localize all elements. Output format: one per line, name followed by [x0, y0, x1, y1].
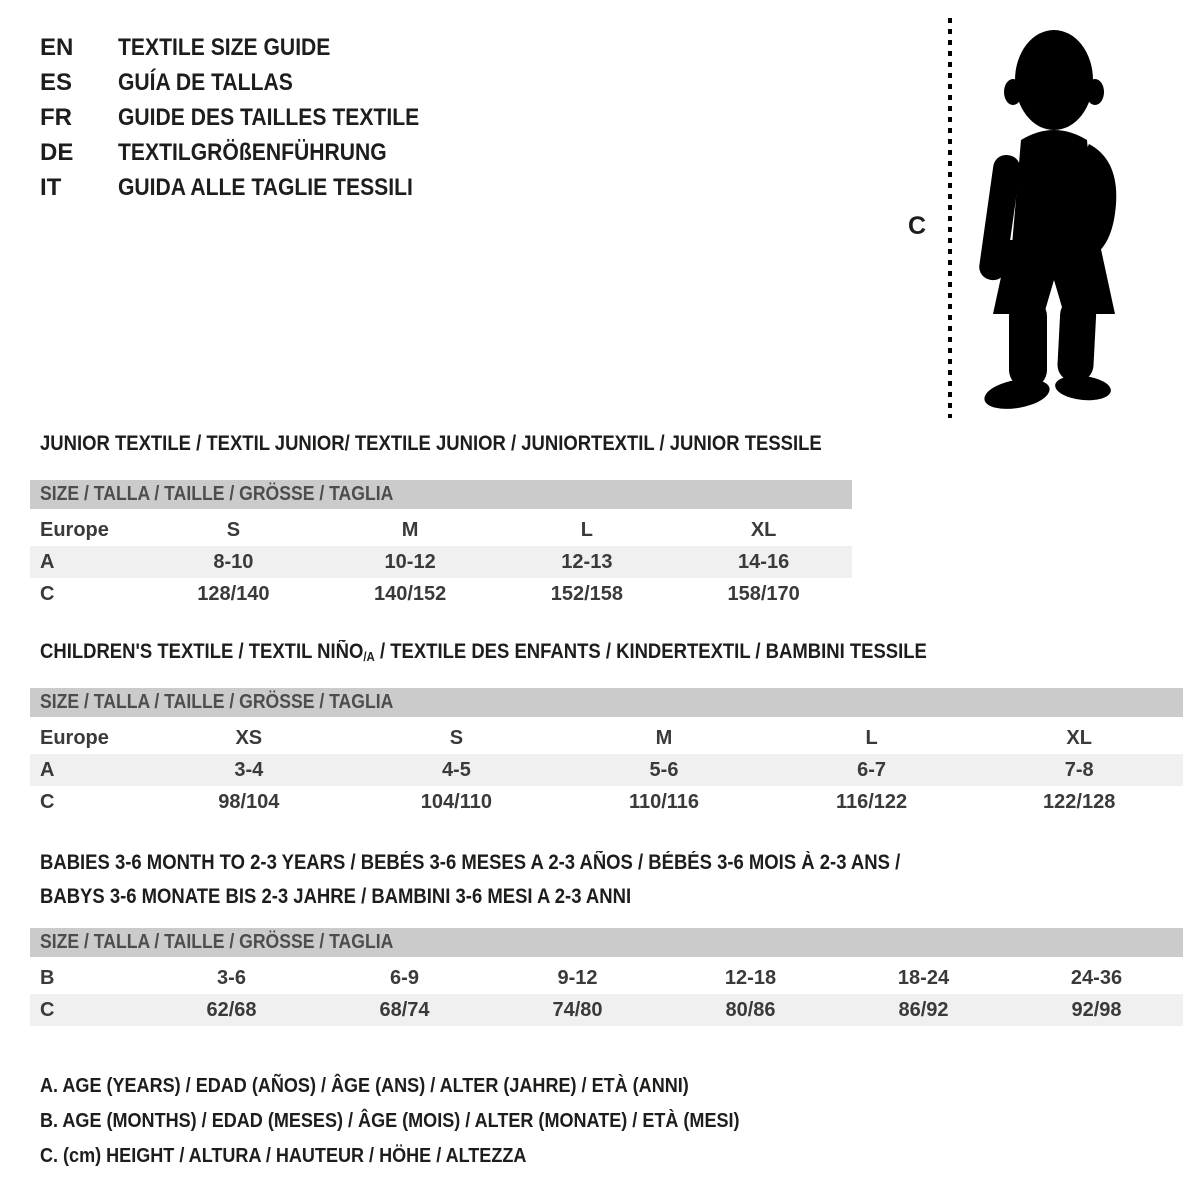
table-cell: L — [580, 518, 593, 541]
title-subscript: /A — [363, 649, 375, 664]
guide-title: TEXTILGRÖßENFÜHRUNG — [118, 138, 387, 166]
table-cell: 6-9 — [390, 966, 419, 989]
table-cell: 74/80 — [552, 998, 603, 1021]
table-cell: 5-6 — [649, 758, 679, 781]
height-measure-dashed-line — [948, 18, 952, 418]
table-row: A 3-4 4-5 5-6 6-7 7-8 — [30, 754, 1183, 786]
table-cell: 80/86 — [725, 998, 776, 1021]
table-cell: 86/92 — [898, 998, 949, 1021]
legend-line-c: C. (cm) HEIGHT / ALTURA / HAUTEUR / HÖHE… — [40, 1144, 527, 1167]
table-cell: 18-24 — [897, 966, 950, 989]
legend-line-b: B. AGE (MONTHS) / EDAD (MESES) / ÂGE (MO… — [40, 1109, 740, 1132]
babies-section-title: BABIES 3-6 MONTH TO 2-3 YEARS / BEBÉS 3-… — [40, 846, 900, 914]
table-cell: 12-13 — [561, 550, 613, 573]
language-row: EN TEXTILE SIZE GUIDE — [40, 30, 460, 65]
table-cell: S — [226, 518, 241, 541]
table-cell: 92/98 — [1071, 998, 1122, 1021]
table-row: C 62/68 68/74 74/80 80/86 86/92 92/98 — [30, 994, 1183, 1026]
table-cell: 116/122 — [835, 790, 908, 813]
table-cell: 9-12 — [557, 966, 598, 989]
table-cell: 158/170 — [727, 582, 800, 605]
table-cell: 8-10 — [213, 550, 254, 573]
table-cell: 7-8 — [1064, 758, 1094, 781]
row-label: A — [40, 550, 55, 573]
size-header-bar: SIZE / TALLA / TAILLE / GRÖSSE / TAGLIA — [30, 480, 852, 509]
table-cell: 110/116 — [628, 790, 700, 813]
toddler-silhouette-icon — [979, 30, 1117, 409]
table-row: A 8-10 10-12 12-13 14-16 — [30, 546, 852, 578]
table-cell: 140/152 — [373, 582, 447, 605]
table-row: Europe S M L XL — [30, 514, 852, 546]
junior-section-title: JUNIOR TEXTILE / TEXTIL JUNIOR/ TEXTILE … — [40, 432, 822, 455]
table-cell: M — [401, 518, 419, 541]
title-text: / TEXTILE DES ENFANTS / KINDERTEXTIL / B… — [374, 640, 927, 663]
babies-size-table: SIZE / TALLA / TAILLE / GRÖSSE / TAGLIA … — [30, 928, 1183, 1026]
table-cell: 62/68 — [206, 998, 257, 1021]
table-cell: 3-6 — [217, 966, 246, 989]
size-header-bar: SIZE / TALLA / TAILLE / GRÖSSE / TAGLIA — [30, 688, 1183, 717]
guide-title: GUÍA DE TALLAS — [118, 68, 293, 96]
title-line: BABIES 3-6 MONTH TO 2-3 YEARS / BEBÉS 3-… — [40, 851, 901, 874]
language-code: IT — [40, 173, 62, 201]
table-cell: XL — [750, 518, 777, 541]
guide-title: GUIDA ALLE TAGLIE TESSILI — [118, 173, 413, 201]
table-row: B 3-6 6-9 9-12 12-18 18-24 24-36 — [30, 962, 1183, 994]
row-label: B — [40, 966, 55, 989]
language-row: FR GUIDE DES TAILLES TEXTILE — [40, 100, 460, 135]
table-cell: 4-5 — [441, 758, 471, 781]
size-header-label: SIZE / TALLA / TAILLE / GRÖSSE / TAGLIA — [40, 931, 394, 953]
legend-line-a: A. AGE (YEARS) / EDAD (AÑOS) / ÂGE (ANS)… — [40, 1074, 689, 1097]
table-cell: 24-36 — [1070, 966, 1123, 989]
children-size-table: SIZE / TALLA / TAILLE / GRÖSSE / TAGLIA … — [30, 688, 1183, 818]
language-row: ES GUÍA DE TALLAS — [40, 65, 460, 100]
table-cell: 10-12 — [384, 550, 436, 573]
toddler-silhouette-shape — [979, 30, 1117, 409]
table-cell: 12-18 — [724, 966, 777, 989]
size-header-label: SIZE / TALLA / TAILLE / GRÖSSE / TAGLIA — [40, 691, 394, 713]
measurement-legend: A. AGE (YEARS) / EDAD (AÑOS) / ÂGE (ANS)… — [40, 1068, 835, 1173]
title-line: BABYS 3-6 MONATE BIS 2-3 JAHRE / BAMBINI… — [40, 885, 632, 908]
children-section-title: CHILDREN'S TEXTILE / TEXTIL NIÑO/A / TEX… — [40, 640, 927, 669]
table-cell: L — [865, 726, 878, 749]
row-label: Europe — [40, 518, 109, 541]
table-cell: S — [449, 726, 464, 749]
table-cell: 98/104 — [218, 790, 280, 813]
language-code: ES — [40, 68, 73, 96]
language-row: DE TEXTILGRÖßENFÜHRUNG — [40, 135, 460, 170]
table-row: C 128/140 140/152 152/158 158/170 — [30, 578, 852, 610]
height-measure-label: C — [908, 212, 927, 240]
table-cell: 104/110 — [420, 790, 492, 813]
size-header-bar: SIZE / TALLA / TAILLE / GRÖSSE / TAGLIA — [30, 928, 1183, 957]
language-title-list: EN TEXTILE SIZE GUIDE ES GUÍA DE TALLAS … — [40, 30, 460, 205]
guide-title: TEXTILE SIZE GUIDE — [118, 33, 331, 61]
row-label: A — [40, 758, 55, 781]
row-label: Europe — [40, 726, 109, 749]
table-cell: 128/140 — [197, 582, 270, 605]
table-cell: XL — [1066, 726, 1092, 749]
language-code: DE — [40, 138, 74, 166]
language-row: IT GUIDA ALLE TAGLIE TESSILI — [40, 170, 460, 205]
table-cell: 6-7 — [857, 758, 887, 781]
row-label: C — [40, 582, 55, 605]
language-code: EN — [40, 33, 74, 61]
table-row: C 98/104 104/110 110/116 116/122 122/128 — [30, 786, 1183, 818]
row-label: C — [40, 790, 55, 813]
table-cell: 152/158 — [550, 582, 624, 605]
table-cell: XS — [235, 726, 263, 749]
title-text: CHILDREN'S TEXTILE / TEXTIL NIÑO — [40, 640, 364, 663]
table-cell: 14-16 — [738, 550, 790, 573]
junior-size-table: SIZE / TALLA / TAILLE / GRÖSSE / TAGLIA … — [30, 480, 852, 610]
table-cell: 68/74 — [379, 998, 430, 1021]
table-row: Europe XS S M L XL — [30, 722, 1183, 754]
table-cell: 122/128 — [1043, 790, 1116, 813]
table-cell: 3-4 — [234, 758, 264, 781]
table-cell: M — [655, 726, 673, 749]
row-label: C — [40, 998, 55, 1021]
guide-title: GUIDE DES TAILLES TEXTILE — [118, 103, 420, 131]
size-header-label: SIZE / TALLA / TAILLE / GRÖSSE / TAGLIA — [40, 483, 394, 505]
language-code: FR — [40, 103, 72, 131]
